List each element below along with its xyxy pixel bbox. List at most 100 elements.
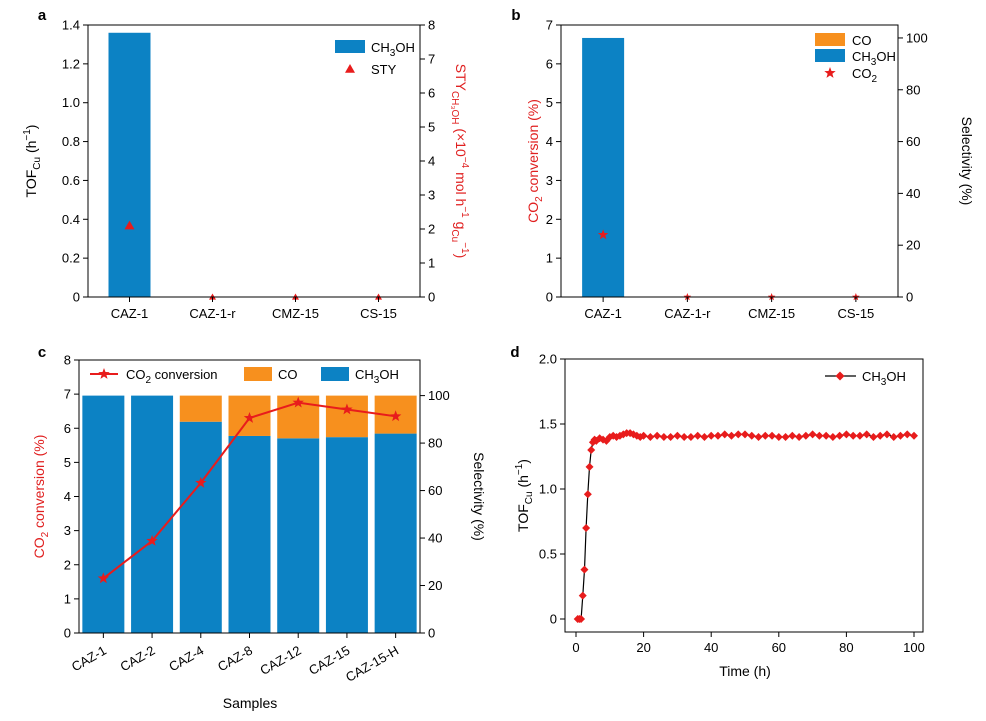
y-axis-title: CO2 conversion (%) <box>525 99 545 223</box>
y2-axis-tick-label: 20 <box>428 578 442 593</box>
y-axis-tick-label: 0.8 <box>62 134 80 149</box>
x-axis-tick-label: 0 <box>572 640 579 655</box>
panel-letter: a <box>38 7 47 24</box>
ch3oh-marker <box>639 431 648 440</box>
legend-label-co2: CO2 conversion <box>126 367 218 386</box>
y2-axis-title: Selectivity (%) <box>959 117 975 206</box>
y-axis-tick-label: 3 <box>546 173 553 188</box>
y-axis-tick-label: 1.5 <box>539 417 557 432</box>
x-tick-label: CAZ-1-r <box>189 306 236 321</box>
sty-marker <box>124 220 135 230</box>
y-axis-title: TOFCu (h−1) <box>22 125 43 198</box>
y2-axis-tick-label: 100 <box>428 388 450 403</box>
legend-label-ch3oh-part: 3 <box>390 48 396 59</box>
y-axis-tick-label: 4 <box>546 134 553 149</box>
y-axis-tick-label: 7 <box>64 387 71 402</box>
legend-label-co2-part: 2 <box>872 74 878 85</box>
y2-axis-tick-label: 6 <box>428 86 435 101</box>
y2-axis-tick-label: 80 <box>906 82 920 97</box>
ch3oh-marker <box>795 433 804 441</box>
y-axis-title-part: ) <box>23 125 39 130</box>
legend-swatch-ch3oh <box>835 371 845 381</box>
legend-label-ch3oh-part: OH <box>876 49 896 64</box>
x-axis-title: Time (h) <box>719 663 771 679</box>
y2-axis-title-part: g <box>453 218 469 230</box>
y-axis-title: TOFCu (h−1) <box>514 459 535 532</box>
x-tick-label: CMZ-15 <box>748 306 795 321</box>
y-axis-tick-label: 3 <box>64 523 71 538</box>
y2-axis-title-part: CH₃OH <box>449 91 460 125</box>
bar-ch3oh <box>108 32 151 298</box>
y-axis-tick-label: 0 <box>550 612 557 627</box>
y2-axis-tick-label: 5 <box>428 120 435 135</box>
legend-label-co2-part: CO <box>852 66 872 81</box>
y2-axis-tick-label: 1 <box>428 256 435 271</box>
y2-axis-tick-label: 40 <box>906 186 920 201</box>
ch3oh-marker <box>707 431 716 440</box>
co2-conversion-marker <box>292 396 304 408</box>
x-tick-label: CS-15 <box>360 306 397 321</box>
y-axis-tick-label: 1.4 <box>62 18 80 33</box>
ch3oh-marker <box>578 591 587 600</box>
bar-ch3oh <box>325 437 368 633</box>
y2-axis-title-part: −4 <box>459 157 470 169</box>
x-tick-label: CAZ-2 <box>118 643 158 675</box>
y-axis-title: CO2 conversion (%) <box>31 435 51 559</box>
x-axis-title: Samples <box>223 695 277 711</box>
bar-co <box>325 395 368 438</box>
y2-axis-tick-label: 60 <box>906 134 920 149</box>
ch3oh-marker <box>582 524 591 532</box>
legend-label-ch3oh: CH3OH <box>371 40 415 59</box>
ch3oh-marker <box>686 433 695 441</box>
y-axis-tick-label: 1.2 <box>62 56 80 71</box>
ch3oh-marker <box>849 431 858 440</box>
x-axis-tick-label: 60 <box>772 640 786 655</box>
legend-label-ch3oh-part: CH <box>862 369 881 384</box>
ch3oh-line <box>577 432 915 620</box>
ch3oh-marker <box>828 433 837 441</box>
ch3oh-marker <box>896 431 905 440</box>
y2-axis-title-part: (×10 <box>453 124 469 157</box>
x-axis-tick-label: 80 <box>839 640 853 655</box>
y2-axis-tick-label: 2 <box>428 222 435 237</box>
legend-swatch-co <box>244 367 272 381</box>
y-axis-tick-label: 1.0 <box>539 482 557 497</box>
y2-axis-tick-label: 4 <box>428 154 435 169</box>
ch3oh-marker <box>673 431 682 440</box>
y-axis-title-part: TOF <box>515 504 531 532</box>
y-axis-tick-label: 1 <box>546 251 553 266</box>
ch3oh-marker <box>720 430 729 439</box>
y2-axis-tick-label: 0 <box>906 290 913 305</box>
y-axis-tick-label: 5 <box>546 95 553 110</box>
legend-label-co: CO <box>278 367 298 382</box>
bar-ch3oh <box>228 435 271 633</box>
ch3oh-marker <box>835 431 844 440</box>
legend-label-ch3oh-part: OH <box>395 40 415 55</box>
legend-label-ch3oh-part: 3 <box>871 57 877 68</box>
y2-axis-tick-label: 0 <box>428 290 435 305</box>
y2-axis-title-part: −1 <box>459 206 470 218</box>
ch3oh-marker <box>869 433 878 441</box>
ch3oh-marker <box>577 615 586 623</box>
panel-d: d 0 0.5 1.0 1.5 2.0 0 20 40 60 80 100 TOFCu (h−1) Tim… <box>510 344 924 679</box>
y2-axis-title: STYCH₃OH (×10−4 mol h−1 gCu−1) <box>449 64 470 259</box>
y2-axis-tick-label: 0 <box>428 626 435 641</box>
legend-label-ch3oh: CH3OH <box>355 367 399 386</box>
y2-axis-tick-label: 80 <box>428 436 442 451</box>
y-axis-title-part: CO <box>31 537 47 558</box>
ch3oh-marker <box>713 431 722 440</box>
co2-conversion-marker <box>146 534 158 546</box>
y-axis-tick-label: 7 <box>546 18 553 33</box>
y-axis-tick-label: 0 <box>73 290 80 305</box>
y-axis-tick-label: 0.4 <box>62 212 80 227</box>
x-tick-label: CAZ-15-H <box>343 643 401 685</box>
bar-ch3oh <box>374 433 417 633</box>
y-axis-tick-label: 0.2 <box>62 251 80 266</box>
legend-label-co2-part: 2 <box>146 375 152 386</box>
x-axis-tick-label: 100 <box>903 640 925 655</box>
y2-axis-tick-label: 40 <box>428 531 442 546</box>
y2-axis-tick-label: 20 <box>906 238 920 253</box>
bar-ch3oh <box>82 395 125 633</box>
